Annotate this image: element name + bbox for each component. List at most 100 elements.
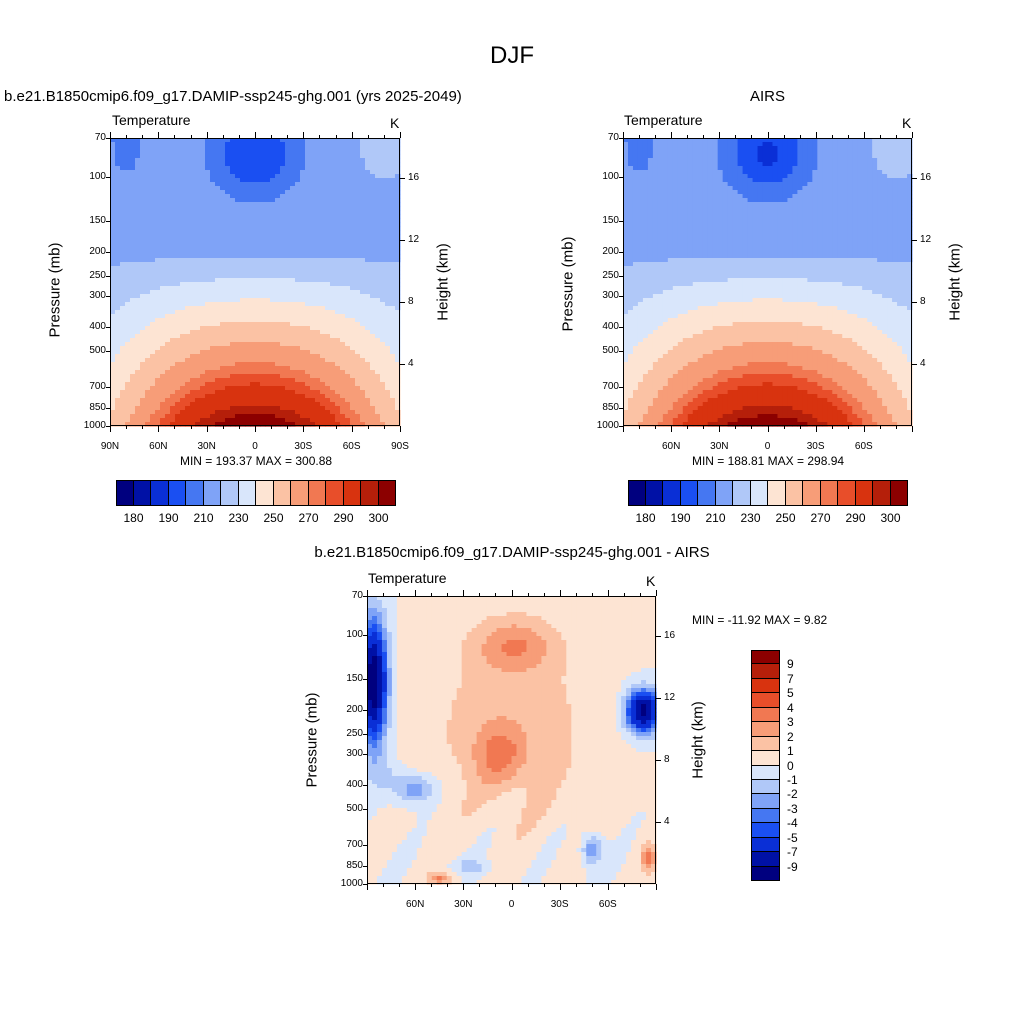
field-cell [320, 290, 326, 295]
field-cell [225, 358, 231, 363]
field-cell [370, 242, 376, 247]
field-cell [175, 150, 181, 155]
field-cell [115, 386, 121, 391]
field-cell [320, 350, 326, 355]
field-cell [295, 274, 301, 279]
field-cell [165, 246, 171, 251]
field-cell [325, 370, 331, 375]
field-cell [877, 182, 883, 187]
field-cell [260, 254, 266, 259]
field-cell [175, 330, 181, 335]
field-cell [300, 418, 306, 423]
field-cell [265, 314, 271, 319]
field-cell [355, 166, 361, 171]
field-cell [220, 246, 226, 251]
field-cell [385, 222, 391, 227]
field-cell [340, 310, 346, 315]
field-cell [190, 278, 196, 283]
field-cell [897, 138, 903, 143]
field-cell [260, 362, 266, 367]
field-cell [200, 398, 206, 403]
field-cell [180, 298, 186, 303]
field-cell [385, 210, 391, 215]
latitude-tick-mark [271, 426, 273, 429]
field-cell [305, 406, 311, 411]
field-cell [315, 214, 321, 219]
field-cell [285, 266, 291, 271]
field-cell [862, 146, 868, 151]
field-cell [682, 182, 689, 187]
field-cell [155, 202, 161, 207]
field-cell [250, 254, 256, 259]
field-cell [155, 270, 161, 275]
field-cell [265, 258, 271, 263]
field-cell [135, 166, 141, 171]
field-cell [390, 274, 396, 279]
field-cell [150, 314, 156, 319]
field-cell [380, 286, 386, 291]
field-cell [145, 274, 151, 279]
field-cell [385, 270, 391, 275]
field-cell [315, 342, 321, 347]
field-cell [190, 342, 196, 347]
field-cell [130, 270, 136, 275]
field-cell [325, 322, 331, 327]
field-cell [642, 150, 649, 155]
field-cell [265, 410, 271, 415]
field-cell [395, 226, 401, 231]
field-cell [125, 402, 131, 407]
field-cell [225, 290, 231, 295]
field-cell [215, 218, 221, 223]
field-cell [195, 262, 201, 267]
field-cell [130, 382, 136, 387]
field-cell [787, 138, 794, 143]
field-cell [350, 190, 356, 195]
field-cell [290, 310, 296, 315]
field-cell [155, 146, 161, 151]
field-cell [380, 162, 386, 167]
field-cell [120, 258, 126, 263]
field-cell [125, 370, 131, 375]
field-cell [180, 302, 186, 307]
field-cell [350, 202, 356, 207]
field-cell [742, 182, 749, 187]
field-cell [125, 330, 131, 335]
field-cell [300, 158, 306, 163]
field-cell [390, 238, 396, 243]
field-cell [385, 362, 391, 367]
field-cell [350, 370, 356, 375]
field-cell [220, 390, 226, 395]
field-cell [370, 246, 376, 251]
field-cell [240, 222, 246, 227]
field-cell [330, 218, 336, 223]
field-cell [340, 414, 346, 419]
field-cell [375, 218, 381, 223]
field-cell [255, 198, 261, 203]
field-cell [390, 166, 396, 171]
field-cell [360, 150, 366, 155]
field-cell [747, 150, 754, 155]
field-cell [235, 378, 241, 383]
field-cell [220, 402, 226, 407]
field-cell [135, 210, 141, 215]
field-cell [115, 162, 121, 167]
field-cell [205, 270, 211, 275]
field-cell [652, 138, 659, 143]
field-cell [310, 214, 316, 219]
field-cell [782, 166, 789, 171]
field-cell [882, 138, 888, 143]
field-cell [280, 178, 286, 183]
field-cell [165, 234, 171, 239]
field-cell [200, 394, 206, 399]
field-cell [300, 262, 306, 267]
field-cell [782, 178, 789, 183]
field-cell [897, 182, 903, 187]
field-cell [120, 378, 126, 383]
field-cell [762, 154, 769, 159]
field-cell [325, 142, 331, 147]
field-cell [907, 158, 913, 163]
field-cell [335, 294, 341, 299]
field-cell [175, 378, 181, 383]
field-cell [782, 174, 789, 179]
field-cell [260, 154, 266, 159]
